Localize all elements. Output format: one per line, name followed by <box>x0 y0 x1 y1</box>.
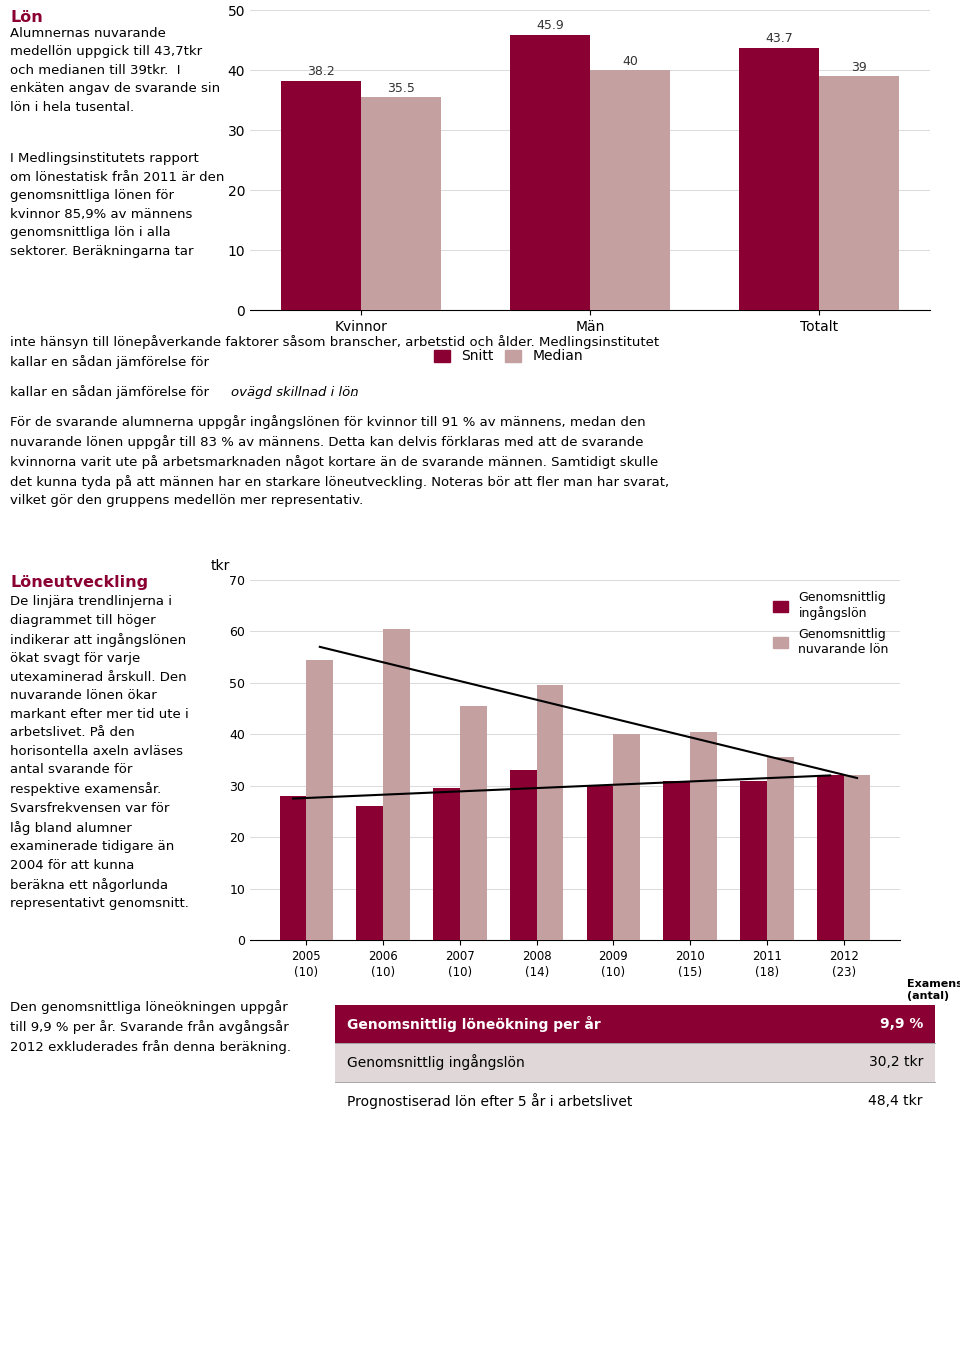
Bar <box>817 775 844 940</box>
Text: 39: 39 <box>852 61 867 73</box>
Bar <box>690 732 717 940</box>
Bar <box>663 781 690 940</box>
Bar <box>510 770 537 940</box>
Text: tkr: tkr <box>211 559 230 573</box>
Text: De linjära trendlinjerna i
diagrammet till höger
indikerar att ingångslönen
ökat: De linjära trendlinjerna i diagrammet ti… <box>10 596 189 911</box>
Text: 45.9: 45.9 <box>536 19 564 32</box>
FancyBboxPatch shape <box>335 1005 935 1043</box>
Bar <box>537 685 564 940</box>
Text: 48,4 tkr: 48,4 tkr <box>869 1094 923 1108</box>
Text: 43.7: 43.7 <box>765 32 793 46</box>
Bar <box>383 628 410 940</box>
Text: 40: 40 <box>622 54 638 68</box>
Bar <box>460 707 487 940</box>
Legend: Genomsnittlig
ingångslön, Genomsnittlig
nuvarande lön: Genomsnittlig ingångslön, Genomsnittlig … <box>768 586 894 661</box>
Text: 9,9 %: 9,9 % <box>879 1017 923 1031</box>
Text: Löneutveckling: Löneutveckling <box>10 576 148 590</box>
Text: Alumnernas nuvarande
medellön uppgick till 43,7tkr
och medianen till 39tkr.  I
e: Alumnernas nuvarande medellön uppgick ti… <box>10 27 220 113</box>
Bar <box>361 97 442 309</box>
Text: 30,2 tkr: 30,2 tkr <box>869 1055 923 1070</box>
FancyBboxPatch shape <box>335 1082 935 1120</box>
Bar <box>819 76 900 309</box>
Bar <box>510 35 590 309</box>
Bar <box>739 47 819 309</box>
Text: I Medlingsinstitutets rapport
om lönestatisk från 2011 är den
genomsnittliga lön: I Medlingsinstitutets rapport om lönesta… <box>10 153 225 258</box>
Bar <box>613 735 640 940</box>
Bar <box>590 70 670 309</box>
Text: Genomsnittlig löneökning per år: Genomsnittlig löneökning per år <box>347 1016 601 1032</box>
Text: ovägd skillnad i lön: ovägd skillnad i lön <box>231 386 359 400</box>
Legend: Snitt, Median: Snitt, Median <box>428 345 588 369</box>
Text: inte hänsyn till lönepåverkande faktorer såsom branscher, arbetstid och ålder. M: inte hänsyn till lönepåverkande faktorer… <box>10 335 660 369</box>
Bar <box>281 81 361 309</box>
Text: För de svarande alumnerna uppgår ingångslönen för kvinnor till 91 % av männens, : För de svarande alumnerna uppgår ingångs… <box>10 415 669 508</box>
Bar <box>767 758 794 940</box>
Text: Prognostiserad lön efter 5 år i arbetslivet: Prognostiserad lön efter 5 år i arbetsli… <box>347 1093 633 1109</box>
Text: .: . <box>351 386 355 400</box>
Bar <box>356 807 383 940</box>
Text: Lön: Lön <box>10 9 43 26</box>
Text: 35.5: 35.5 <box>387 81 415 95</box>
Text: Den genomsnittliga löneökningen uppgår
till 9,9 % per år. Svarande från avgångså: Den genomsnittliga löneökningen uppgår t… <box>10 1000 291 1054</box>
Bar <box>844 775 871 940</box>
Text: Genomsnittlig ingångslön: Genomsnittlig ingångslön <box>347 1055 525 1070</box>
Text: kallar en sådan jämförelse för: kallar en sådan jämförelse för <box>10 385 213 400</box>
Bar <box>279 796 306 940</box>
Text: 38.2: 38.2 <box>307 65 335 78</box>
Bar <box>306 659 333 940</box>
Text: Examensår
(antal): Examensår (antal) <box>907 979 960 1001</box>
Bar <box>587 786 613 940</box>
Bar <box>433 788 460 940</box>
Bar <box>740 781 767 940</box>
FancyBboxPatch shape <box>335 1043 935 1082</box>
